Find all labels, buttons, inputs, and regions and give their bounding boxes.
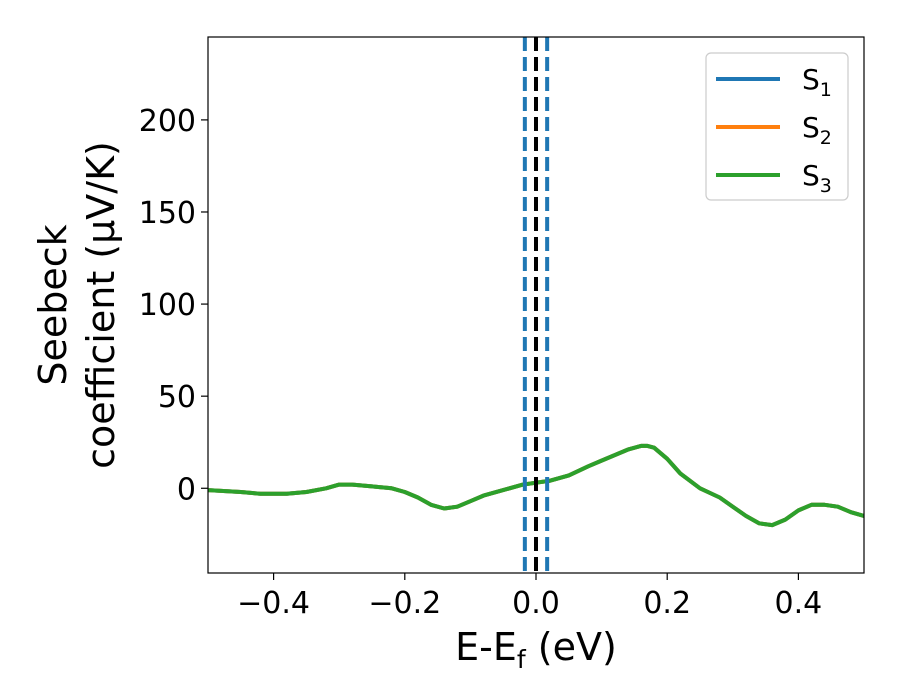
legend-label-base: S — [802, 111, 820, 144]
legend-label-sub: 2 — [820, 127, 832, 149]
plot-content — [208, 37, 864, 573]
legend-label-base: S — [802, 159, 820, 192]
y-axis-label-line1: Seebeck — [31, 224, 75, 385]
legend-label-S2: S2 — [802, 111, 832, 149]
plot-area — [208, 37, 864, 573]
x-tick-label: −0.2 — [368, 586, 441, 621]
y-tick-label: 200 — [139, 104, 196, 139]
y-tick-label: 50 — [158, 380, 196, 415]
y-tick-label: 100 — [139, 288, 196, 323]
x-axis-label-base: E-E — [455, 625, 517, 669]
x-tick-label: 0.4 — [775, 586, 823, 621]
y-axis-label-line2: coefficient (μV/K) — [79, 141, 123, 469]
x-axis-label: E-Ef (eV) — [455, 625, 617, 674]
x-axis-label-sub: f — [517, 645, 527, 674]
x-tick-label: −0.4 — [237, 586, 310, 621]
legend-label-base: S — [802, 63, 820, 96]
legend-label-sub: 3 — [820, 175, 832, 197]
y-tick-label: 0 — [177, 472, 196, 507]
x-axis-label-suffix: (eV) — [526, 625, 617, 669]
x-tick-label: 0.0 — [512, 586, 560, 621]
legend-label-sub: 1 — [820, 79, 832, 101]
legend-label-S3: S3 — [802, 159, 832, 197]
y-tick-label: 150 — [139, 196, 196, 231]
legend-label-S1: S1 — [802, 63, 832, 101]
axes: −0.4 −0.2 0.0 0.2 0.4 0 50 100 150 200 E-Ef (eV) Se… — [31, 36, 865, 674]
x-tick-label: 0.2 — [643, 586, 691, 621]
series-line-S3 — [208, 443, 864, 528]
